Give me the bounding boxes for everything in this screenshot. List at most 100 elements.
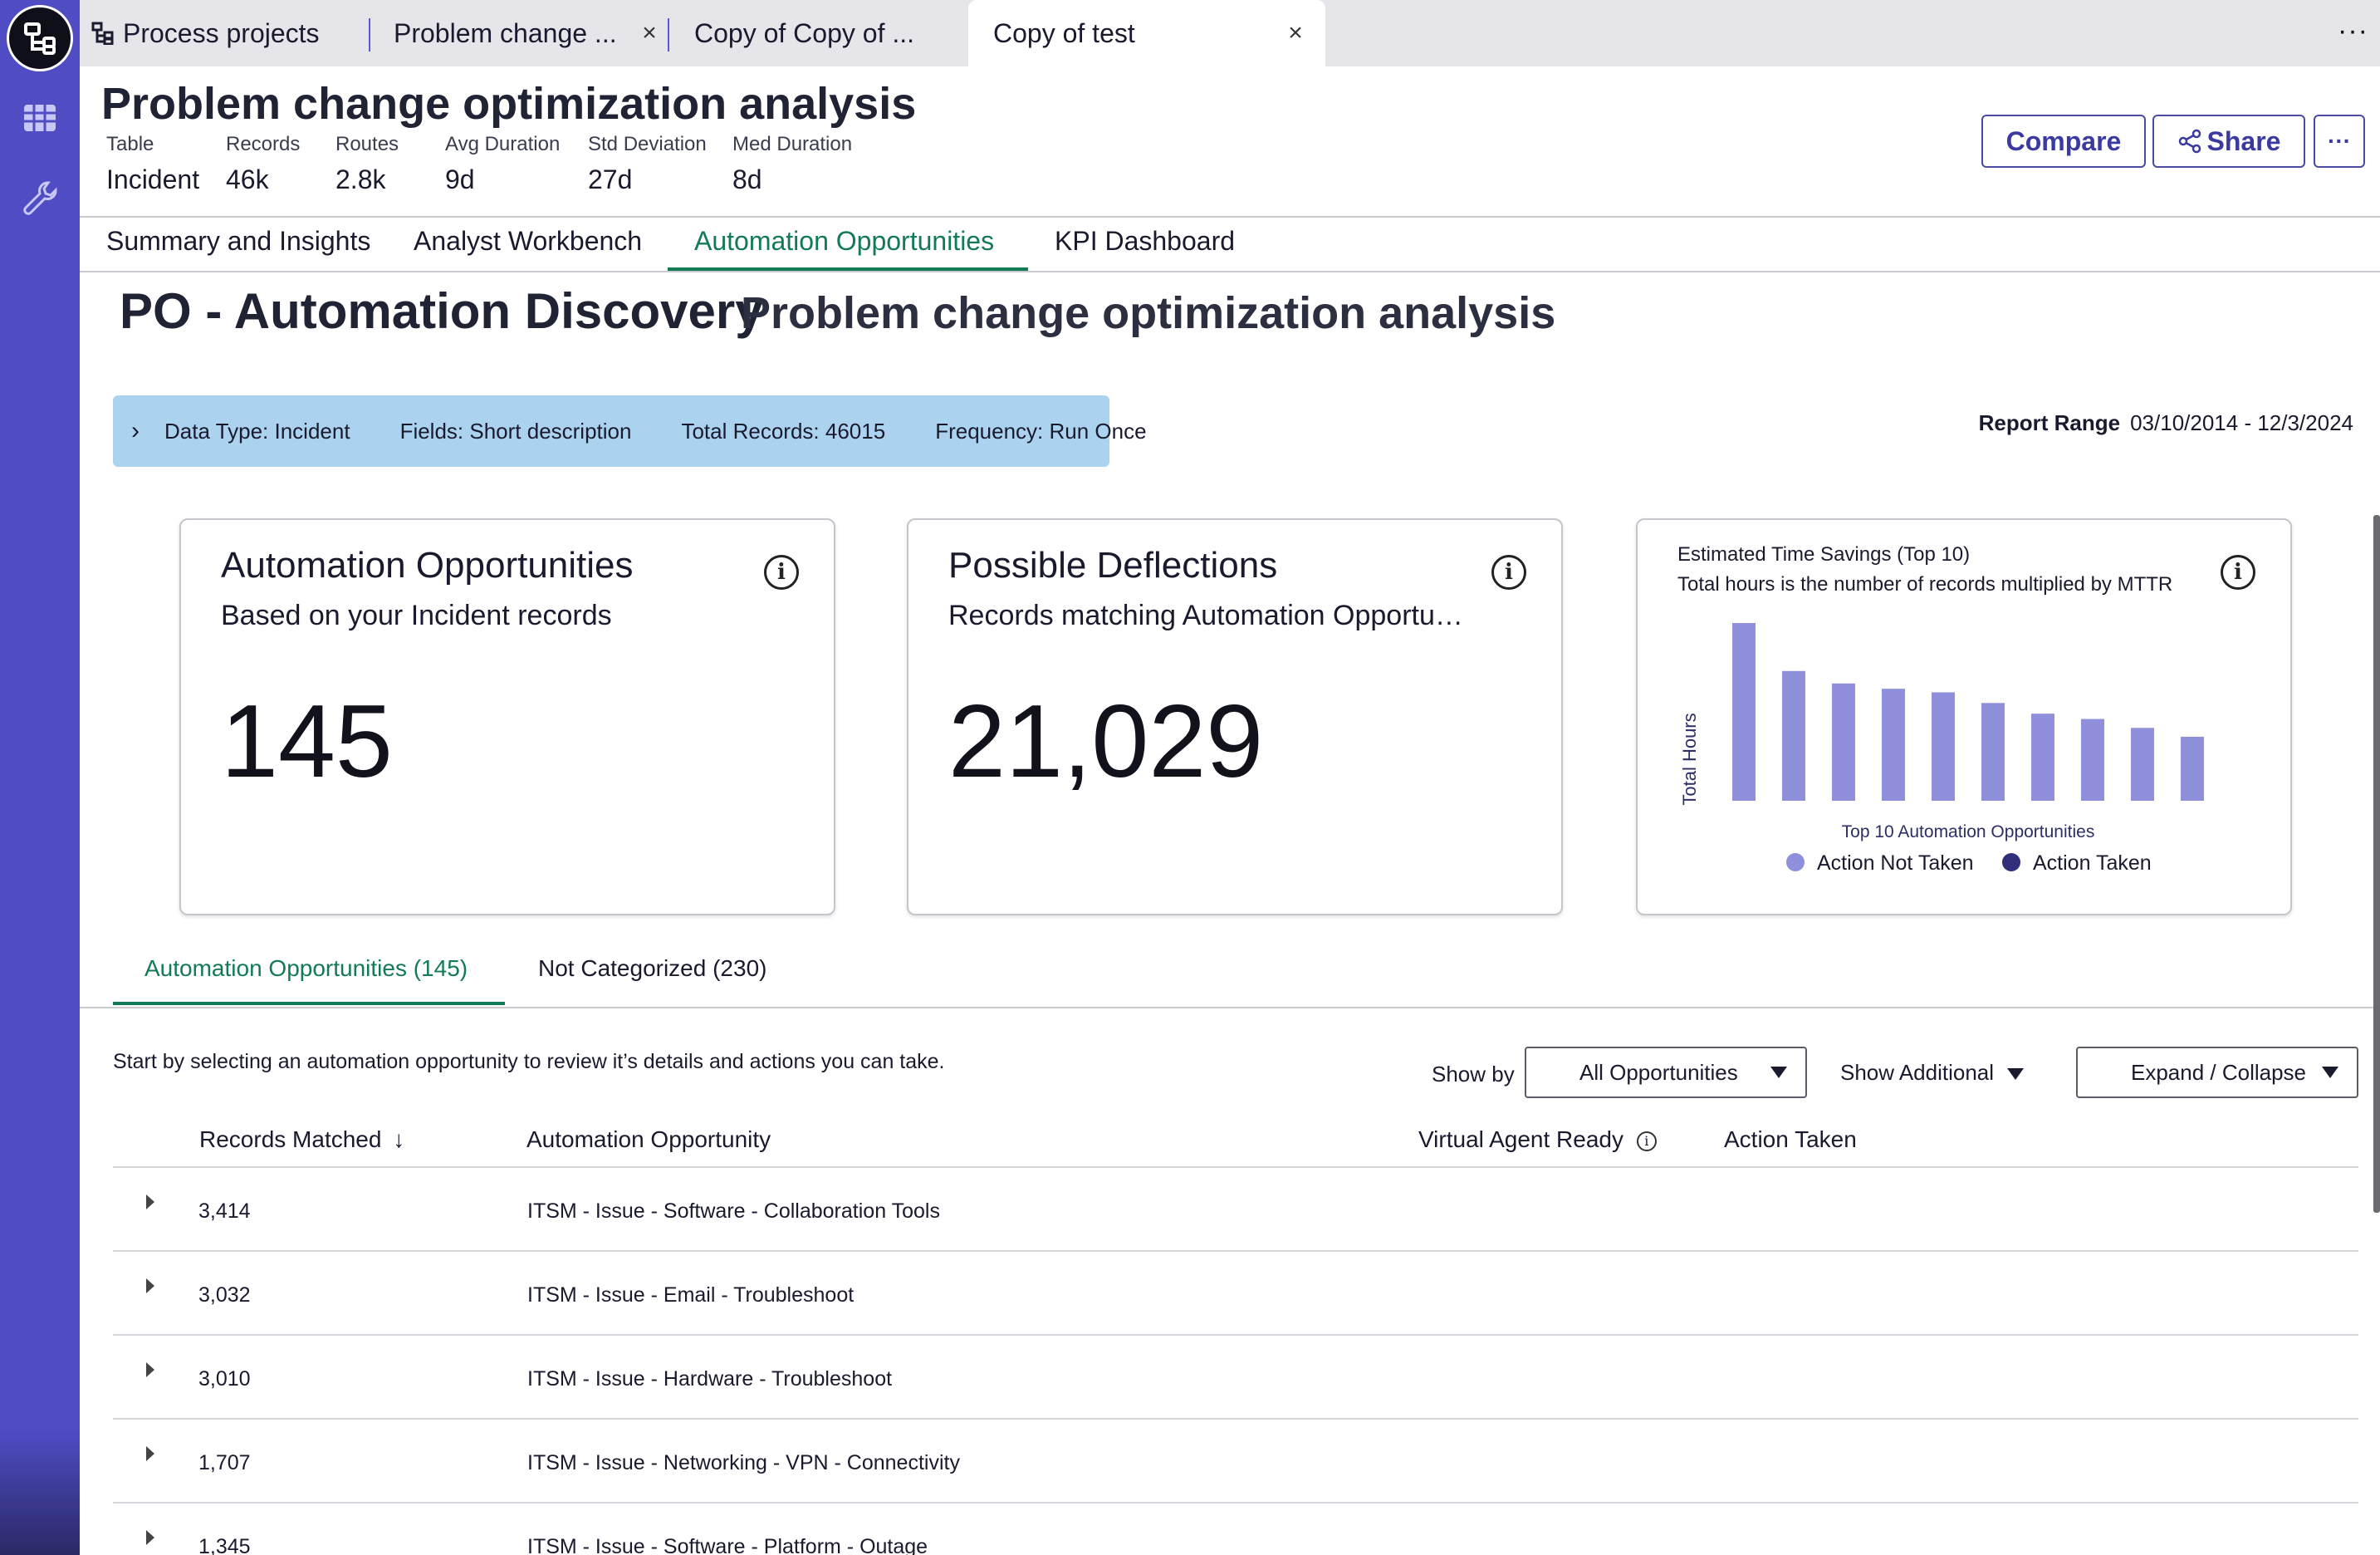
automation-opportunities-card: Automation Opportunities Based on your I… (179, 518, 835, 915)
nav-tab-analyst-workbench[interactable]: Analyst Workbench (414, 226, 643, 256)
nav-divider (80, 271, 2380, 272)
table-row[interactable]: 3,414 ITSM - Issue - Software - Collabor… (113, 1166, 2358, 1250)
nav-tab-automation-opportunities[interactable]: Automation Opportunities (694, 226, 995, 256)
more-options-button[interactable]: ··· (2314, 115, 2365, 168)
column-header-action-taken[interactable]: Action Taken (1724, 1126, 1857, 1152)
table-row[interactable]: 1,707 ITSM - Issue - Networking - VPN - … (113, 1418, 2358, 1502)
bar-1[interactable] (1732, 623, 1756, 801)
share-icon (2178, 129, 2201, 154)
report-range: Report Range 03/10/2014 - 12/3/2024 (1979, 410, 2353, 436)
meta-value: 9d (445, 164, 475, 194)
bar-5[interactable] (1932, 692, 1955, 801)
table-row[interactable]: 1,345 ITSM - Issue - Software - Platform… (113, 1502, 2358, 1555)
show-by-select[interactable]: All Opportunities (1525, 1047, 1807, 1098)
info-icon[interactable]: i (1491, 555, 1526, 590)
tab-separator (668, 18, 669, 52)
bar-6[interactable] (1981, 703, 2005, 801)
subtab-not-categorized[interactable]: Not Categorized (230) (538, 955, 767, 981)
tab-label: Process projects (123, 17, 320, 48)
column-header-label: Records Matched (199, 1126, 382, 1152)
card-subtitle: Based on your Incident records (221, 600, 612, 631)
caret-down-icon (2007, 1068, 2025, 1081)
bar-2[interactable] (1782, 670, 1805, 801)
legend-label-1[interactable]: Action Taken (2033, 851, 2152, 875)
expand-row-icon[interactable] (146, 1278, 154, 1293)
chart-x-axis-label: Top 10 Automation Opportunities (1842, 822, 2095, 841)
card-title: Possible Deflections (948, 545, 1278, 586)
records-matched-cell: 3,414 (198, 1199, 251, 1223)
table-hint-text: Start by selecting an automation opportu… (113, 1050, 945, 1073)
tab-copy-of-test[interactable]: Copy of test × (968, 0, 1325, 66)
table-grid-icon[interactable] (20, 98, 60, 138)
bar-4[interactable] (1882, 689, 1905, 801)
tab-strip: Process projects Problem change ... × Co… (80, 0, 2380, 66)
close-icon[interactable]: × (1288, 19, 1303, 47)
header-divider (80, 216, 2380, 218)
share-button[interactable]: Share (2152, 115, 2305, 168)
share-label: Share (2206, 125, 2281, 156)
column-header-automation-opportunity[interactable]: Automation Opportunity (526, 1126, 771, 1152)
meta-label: Std Deviation (588, 133, 707, 155)
close-icon[interactable]: × (642, 19, 657, 47)
tab-label: Copy of test (993, 17, 1135, 48)
chart-y-axis-label: Total Hours (1679, 713, 1700, 805)
info-fields: Fields: Short description (399, 418, 632, 444)
records-matched-cell: 1,345 (198, 1535, 251, 1555)
time-savings-card: Estimated Time Savings (Top 10) Total ho… (1636, 518, 2292, 915)
section-subheading: Problem change optimization analysis (741, 288, 1556, 338)
expand-row-icon[interactable] (146, 1194, 154, 1209)
info-icon[interactable]: i (2221, 555, 2255, 590)
show-additional-dropdown[interactable]: Show Additional (1840, 1060, 2025, 1086)
tab-process-projects[interactable]: Process projects (91, 0, 355, 66)
info-small-icon[interactable]: i (1636, 1131, 1657, 1151)
info-data-type: Data Type: Incident (164, 418, 350, 444)
show-by-value: All Opportunities (1579, 1059, 1738, 1085)
meta-routes: Routes 2.8k (335, 133, 399, 195)
bar-9[interactable] (2131, 728, 2154, 801)
sort-arrow-down-icon[interactable]: ↓ (393, 1126, 405, 1152)
subtab-active-indicator (113, 1002, 505, 1005)
tab-label: Problem change ... (394, 17, 617, 48)
meta-std-deviation: Std Deviation 27d (588, 133, 707, 195)
bar-10[interactable] (2181, 736, 2204, 801)
tab-separator (369, 18, 370, 52)
legend-label-0[interactable]: Action Not Taken (1817, 851, 1974, 875)
meta-label: Med Duration (732, 133, 853, 155)
meta-records: Records 46k (226, 133, 300, 195)
subtab-automation-opportunities[interactable]: Automation Opportunities (145) (144, 955, 468, 981)
expand-row-icon[interactable] (146, 1530, 154, 1545)
expand-row-icon[interactable] (146, 1362, 154, 1377)
meta-value: 27d (588, 164, 633, 194)
column-header-virtual-agent-ready[interactable]: Virtual Agent Ready i (1418, 1126, 1657, 1153)
card-value: 21,029 (948, 684, 1264, 799)
bar-3[interactable] (1832, 683, 1855, 801)
info-icon[interactable]: i (764, 555, 799, 590)
compare-button[interactable]: Compare (1981, 115, 2146, 168)
bar-8[interactable] (2081, 719, 2104, 801)
records-matched-cell: 3,032 (198, 1283, 251, 1307)
table-row[interactable]: 3,010 ITSM - Issue - Hardware - Troubles… (113, 1334, 2358, 1418)
expand-collapse-select[interactable]: Expand / Collapse (2076, 1047, 2358, 1098)
automation-opportunity-cell: ITSM - Issue - Networking - VPN - Connec… (527, 1451, 960, 1474)
vertical-scrollbar[interactable] (2373, 515, 2380, 1213)
column-header-records-matched[interactable]: Records Matched ↓ (199, 1126, 404, 1153)
nav-active-indicator (668, 267, 1028, 271)
meta-table: Table Incident (106, 133, 199, 195)
wrench-icon[interactable] (20, 178, 60, 218)
card-title: Automation Opportunities (221, 545, 634, 586)
table-row[interactable]: 3,032 ITSM - Issue - Email - Troubleshoo… (113, 1250, 2358, 1334)
tabs-overflow-icon[interactable]: ··· (2338, 15, 2368, 47)
bar-7[interactable] (2031, 714, 2054, 801)
nav-tab-summary[interactable]: Summary and Insights (106, 226, 371, 256)
report-info-bar[interactable]: › Data Type: Incident Fields: Short desc… (113, 395, 1147, 467)
meta-med-duration: Med Duration 8d (732, 133, 852, 195)
records-matched-cell: 3,010 (198, 1367, 251, 1391)
caret-down-icon (1770, 1067, 1787, 1078)
chevron-right-icon[interactable]: › (131, 417, 140, 444)
meta-label: Avg Duration (445, 133, 561, 155)
nav-tab-kpi-dashboard[interactable]: KPI Dashboard (1055, 226, 1236, 256)
expand-row-icon[interactable] (146, 1446, 154, 1461)
tab-problem-change[interactable]: Problem change ... × (394, 0, 679, 66)
report-range-label: Report Range (1978, 410, 2121, 435)
app-logo-icon[interactable] (7, 5, 73, 71)
